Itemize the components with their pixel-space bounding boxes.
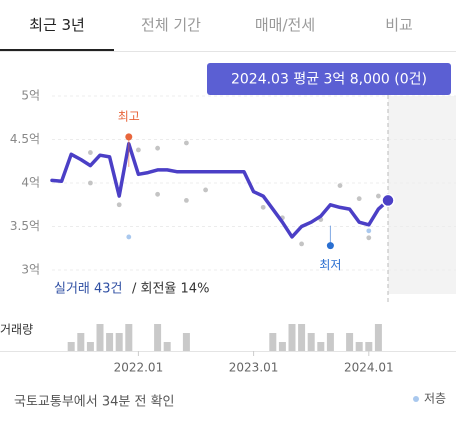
volume-bar: [326, 333, 334, 351]
deal-dot: [116, 202, 122, 208]
volume-bar: [317, 342, 325, 351]
future-shade: [388, 96, 456, 294]
deal-dot: [136, 147, 141, 153]
current-dot: [381, 193, 395, 208]
tab[interactable]: 비교: [385, 16, 413, 34]
volume-bar: [154, 324, 162, 351]
volume-bar: [67, 342, 75, 351]
tab-bar: 최근 3년 전체 기간 매매/전세 비교: [0, 0, 456, 52]
y-tick-label: 3억: [21, 263, 40, 277]
tab[interactable]: 전체 기간: [141, 16, 201, 34]
y-tick-label: 4억: [21, 176, 40, 190]
volume-bar: [77, 333, 85, 351]
volume-bar: [278, 342, 286, 351]
deal-dot: [203, 187, 209, 193]
deal-dot: [366, 235, 372, 241]
volume-bar: [106, 333, 114, 351]
deal-dot: [155, 191, 161, 197]
volume-bar: [365, 342, 373, 351]
y-tick-label: 5억: [21, 89, 40, 103]
volume-bar: [298, 324, 306, 351]
deal-dot: [184, 198, 189, 203]
volume-bar: [374, 324, 382, 351]
volume-bar: [182, 333, 190, 351]
tooltip-text: 2024.03 평균 3억 8,000 (0건): [231, 72, 427, 88]
volume-bar: [96, 324, 104, 351]
x-tick-label: 2023.01: [229, 361, 279, 375]
volume-bar: [307, 333, 315, 351]
volume-bar: [125, 324, 133, 351]
low-floor-deal-dot: [366, 228, 372, 234]
deal-dot: [356, 196, 362, 202]
annotation-dot: [125, 133, 133, 141]
deal-dot: [88, 150, 93, 155]
price-line: [50, 142, 390, 239]
volume-bar: [115, 333, 123, 351]
volume-bar: [86, 342, 94, 351]
annotation-label: 최고: [118, 109, 140, 123]
deal-dot: [299, 241, 304, 247]
tab[interactable]: 매매/전세: [254, 16, 316, 34]
volume-bar: [355, 342, 363, 351]
deal-dot: [88, 180, 93, 186]
annotation-label: 최저: [319, 258, 341, 272]
volume-bar: [288, 324, 296, 351]
deal-dot: [155, 145, 161, 151]
volume-label: 거래량: [0, 323, 33, 337]
tooltip-box: [207, 63, 451, 95]
footer: 국토교통부에서 34분 전 확인: [14, 395, 175, 410]
low-floor-deal-dot: [126, 234, 132, 240]
volume-bar: [163, 342, 171, 351]
annotation-dot: [326, 242, 334, 250]
volume-bar: [346, 333, 354, 351]
deal-dot: [337, 183, 343, 189]
summary-rate: / 회전율 14%: [132, 282, 209, 297]
y-tick-label: 4.5억: [10, 132, 40, 146]
legend-label: 저층: [424, 392, 446, 406]
y-tick-label: 3.5억: [10, 219, 40, 233]
deal-dot: [184, 140, 189, 146]
tab[interactable]: 최근 3년: [0, 0, 114, 51]
x-tick-label: 2024.01: [344, 361, 394, 375]
x-tick-label: 2022.01: [114, 361, 164, 375]
legend-swatch: [413, 396, 419, 402]
deal-dot: [376, 193, 381, 199]
summary-count: 실거래 43건: [54, 282, 123, 297]
deal-dot: [260, 204, 266, 210]
volume-bar: [269, 333, 277, 351]
